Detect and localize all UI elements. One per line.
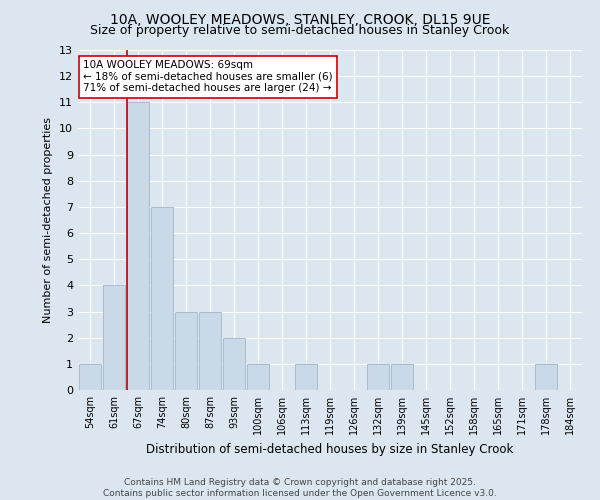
Text: Contains HM Land Registry data © Crown copyright and database right 2025.
Contai: Contains HM Land Registry data © Crown c… [103, 478, 497, 498]
Bar [127, 102, 149, 390]
Bar [391, 364, 413, 390]
Bar [175, 312, 197, 390]
Bar [295, 364, 317, 390]
Bar [103, 286, 125, 390]
Bar [199, 312, 221, 390]
Bar [535, 364, 557, 390]
Bar [247, 364, 269, 390]
Y-axis label: Number of semi-detached properties: Number of semi-detached properties [43, 117, 53, 323]
Bar [151, 207, 173, 390]
Bar [79, 364, 101, 390]
Text: 10A WOOLEY MEADOWS: 69sqm
← 18% of semi-detached houses are smaller (6)
71% of s: 10A WOOLEY MEADOWS: 69sqm ← 18% of semi-… [83, 60, 332, 94]
Bar [367, 364, 389, 390]
Bar [223, 338, 245, 390]
X-axis label: Distribution of semi-detached houses by size in Stanley Crook: Distribution of semi-detached houses by … [146, 442, 514, 456]
Text: 10A, WOOLEY MEADOWS, STANLEY, CROOK, DL15 9UE: 10A, WOOLEY MEADOWS, STANLEY, CROOK, DL1… [110, 12, 490, 26]
Text: Size of property relative to semi-detached houses in Stanley Crook: Size of property relative to semi-detach… [91, 24, 509, 37]
